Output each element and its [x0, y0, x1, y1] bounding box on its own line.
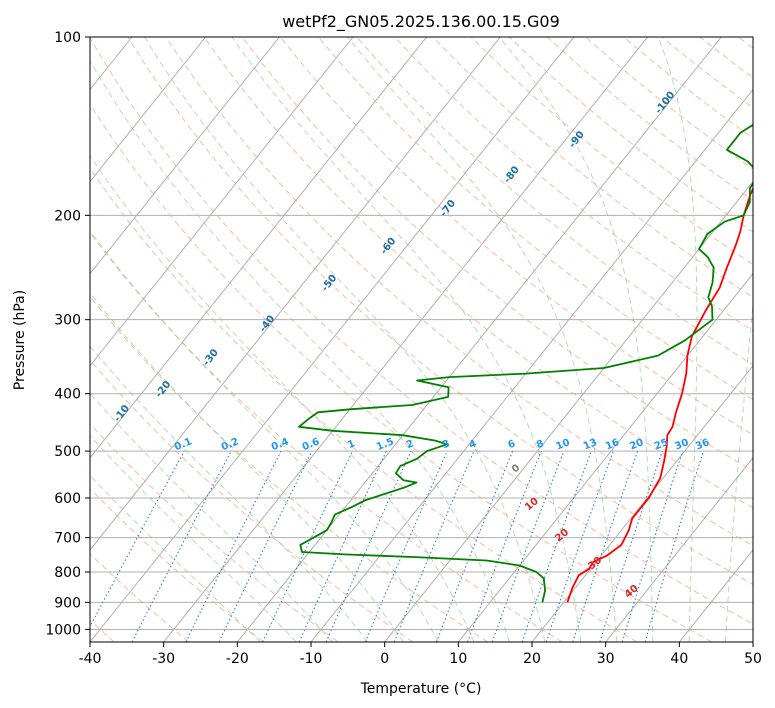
- dry-adiabat-line: [203, 37, 753, 509]
- x-tick-label: 30: [597, 651, 615, 667]
- y-tick-label: 500: [54, 444, 81, 460]
- mixing-ratio-line: [185, 450, 282, 642]
- mixing-ratio-label: 30: [673, 437, 690, 452]
- y-axis-ticks: 100 200 300 400 500 600 700 800 900 1000: [45, 30, 90, 638]
- y-tick-label: 600: [54, 491, 81, 507]
- y-tick-label: 200: [54, 208, 81, 224]
- dry-adiabat-line: [90, 37, 753, 625]
- y-tick-label: 900: [54, 595, 81, 611]
- mixing-ratio-line: [364, 450, 448, 642]
- isotherm-line: [90, 37, 575, 642]
- x-tick-label: 50: [744, 651, 762, 667]
- isotherm-line: [90, 37, 428, 459]
- dry-adiabat-line: [127, 37, 753, 586]
- mixing-ratio-label: 10: [555, 437, 572, 452]
- isotherm-line: [531, 364, 753, 642]
- mixing-ratio-line: [491, 450, 565, 642]
- x-tick-label: -10: [300, 651, 323, 667]
- mixing-ratio-line: [599, 450, 663, 642]
- chart-title: wetPf2_GN05.2025.136.00.15.G09: [282, 12, 560, 32]
- x-axis-label: Temperature (°C): [360, 681, 482, 697]
- moist-adiabat-line: [90, 474, 261, 642]
- plot-area: [90, 37, 753, 642]
- dewpoint-profile-line: [298, 123, 753, 603]
- isotherm-line: [605, 457, 753, 642]
- mixing-ratio-line: [325, 450, 412, 642]
- isotherm-line: [90, 37, 354, 367]
- mixing-ratio-line: [644, 450, 705, 642]
- mixing-ratio-label: 4: [468, 438, 479, 451]
- isotherm-line: [384, 180, 753, 642]
- isotherm-line: [90, 37, 280, 275]
- moist-adiabat-line: [144, 37, 546, 642]
- y-tick-label: 700: [54, 531, 81, 547]
- y-tick-label: 100: [54, 30, 81, 46]
- temperature-profile-line: [566, 186, 753, 603]
- mixing-ratio-label: 8: [535, 438, 546, 451]
- y-axis-label: Pressure (hPa): [12, 290, 28, 390]
- dry-adiabat-line: [356, 37, 753, 366]
- moist-adiabat-line: [657, 37, 698, 642]
- x-tick-label: -40: [79, 651, 102, 667]
- moist-adiabat-line: [90, 59, 510, 642]
- mixing-ratio-line: [572, 450, 639, 642]
- moist-adiabat-line: [90, 435, 297, 642]
- x-tick-label: -20: [226, 651, 249, 667]
- x-tick-label: 0: [380, 651, 389, 667]
- x-axis-ticks: -40 -30 -20 -10 0 10 20 30 40 50: [79, 642, 762, 667]
- moist-adiabat-line: [90, 292, 404, 642]
- mixing-ratio-line: [393, 450, 475, 642]
- mixing-ratio-line: [521, 450, 592, 642]
- isotherm-line: [90, 37, 207, 183]
- x-tick-label: -30: [152, 651, 175, 667]
- x-tick-label: 10: [449, 651, 467, 667]
- dry-adiabat-line: [90, 423, 339, 642]
- mixing-ratio-label: 13: [582, 437, 599, 452]
- mixing-ratio-line: [621, 450, 684, 642]
- mixing-ratio-line: [90, 450, 185, 628]
- dry-adiabat-line: [90, 553, 190, 642]
- mixing-ratio-label: 2: [405, 438, 416, 451]
- isotherm-line: [163, 37, 649, 642]
- dry-adiabat-line: [318, 37, 753, 401]
- isotherm-line: [457, 272, 753, 642]
- dry-adiabat-line: [90, 231, 563, 642]
- moist-adiabat-line: [90, 345, 369, 642]
- y-tick-label: 400: [54, 387, 81, 403]
- mixing-ratio-line: [545, 450, 614, 642]
- moist-adiabat-line: [90, 154, 475, 642]
- dry-adiabat-line: [394, 37, 753, 332]
- mixing-ratio-label: 36: [694, 437, 711, 452]
- dry-adiabat-line: [90, 295, 488, 642]
- y-tick-label: 800: [54, 565, 81, 581]
- y-tick-label: 1000: [45, 622, 81, 638]
- moist-adiabat-line: [498, 37, 654, 642]
- mixing-ratio-label: 16: [604, 437, 621, 452]
- x-tick-label: 20: [523, 651, 541, 667]
- mixing-ratio-label: 20: [628, 437, 645, 452]
- mixing-ratio-line: [435, 450, 514, 642]
- background-lines: [90, 37, 753, 642]
- mixing-ratio-line: [467, 450, 542, 642]
- isotherm-line: [236, 37, 722, 642]
- mixing-ratio-label: 6: [506, 438, 517, 451]
- mixing-ratio-label: 25: [653, 437, 670, 452]
- moist-adiabat-line: [90, 229, 439, 642]
- dry-adiabat-line: [90, 103, 712, 642]
- moist-adiabat-line: [725, 299, 753, 642]
- dry-adiabat-line: [90, 359, 414, 642]
- plot-frame: [89, 36, 754, 643]
- moist-adiabat-line: [231, 37, 582, 642]
- x-tick-label: 40: [670, 651, 688, 667]
- mixing-ratio-label: 3: [441, 438, 452, 451]
- sounding-profiles: [298, 123, 753, 603]
- isotherm-line: [90, 37, 501, 551]
- y-tick-label: 300: [54, 313, 81, 329]
- mixing-ratio-label: 1: [346, 438, 357, 451]
